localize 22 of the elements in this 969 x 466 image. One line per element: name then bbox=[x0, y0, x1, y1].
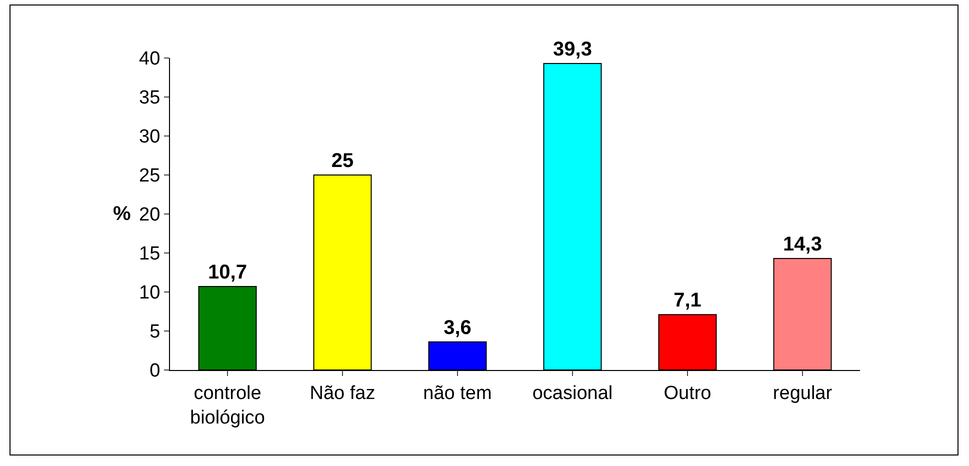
x-tick-label: Não faz bbox=[310, 382, 376, 404]
x-tick-label: ocasional bbox=[532, 382, 613, 404]
y-tick-label: 10 bbox=[139, 282, 160, 304]
x-tick-label: não tem bbox=[423, 382, 492, 404]
data-label: 3,6 bbox=[444, 316, 472, 339]
x-tick-label: Outro bbox=[664, 382, 712, 404]
y-tick-label: 15 bbox=[139, 244, 160, 265]
y-tick-label: 30 bbox=[139, 126, 160, 148]
y-tick-label: 40 bbox=[139, 48, 160, 70]
x-tick-label: controle biológico bbox=[190, 382, 265, 428]
data-label: 14,3 bbox=[783, 233, 822, 256]
y-axis-title: % bbox=[113, 203, 131, 225]
data-label: 39,3 bbox=[553, 38, 592, 60]
y-tick-label: 25 bbox=[139, 166, 160, 187]
y-tick-label: 5 bbox=[150, 322, 160, 343]
y-tick-label: 35 bbox=[139, 88, 160, 109]
data-label: 25 bbox=[331, 150, 354, 172]
x-tick-label: regular bbox=[772, 382, 833, 404]
data-label: 10,7 bbox=[208, 262, 247, 284]
data-label: 7,1 bbox=[674, 290, 702, 312]
y-tick-label: 0 bbox=[150, 360, 160, 382]
y-tick-label: 20 bbox=[139, 204, 160, 226]
